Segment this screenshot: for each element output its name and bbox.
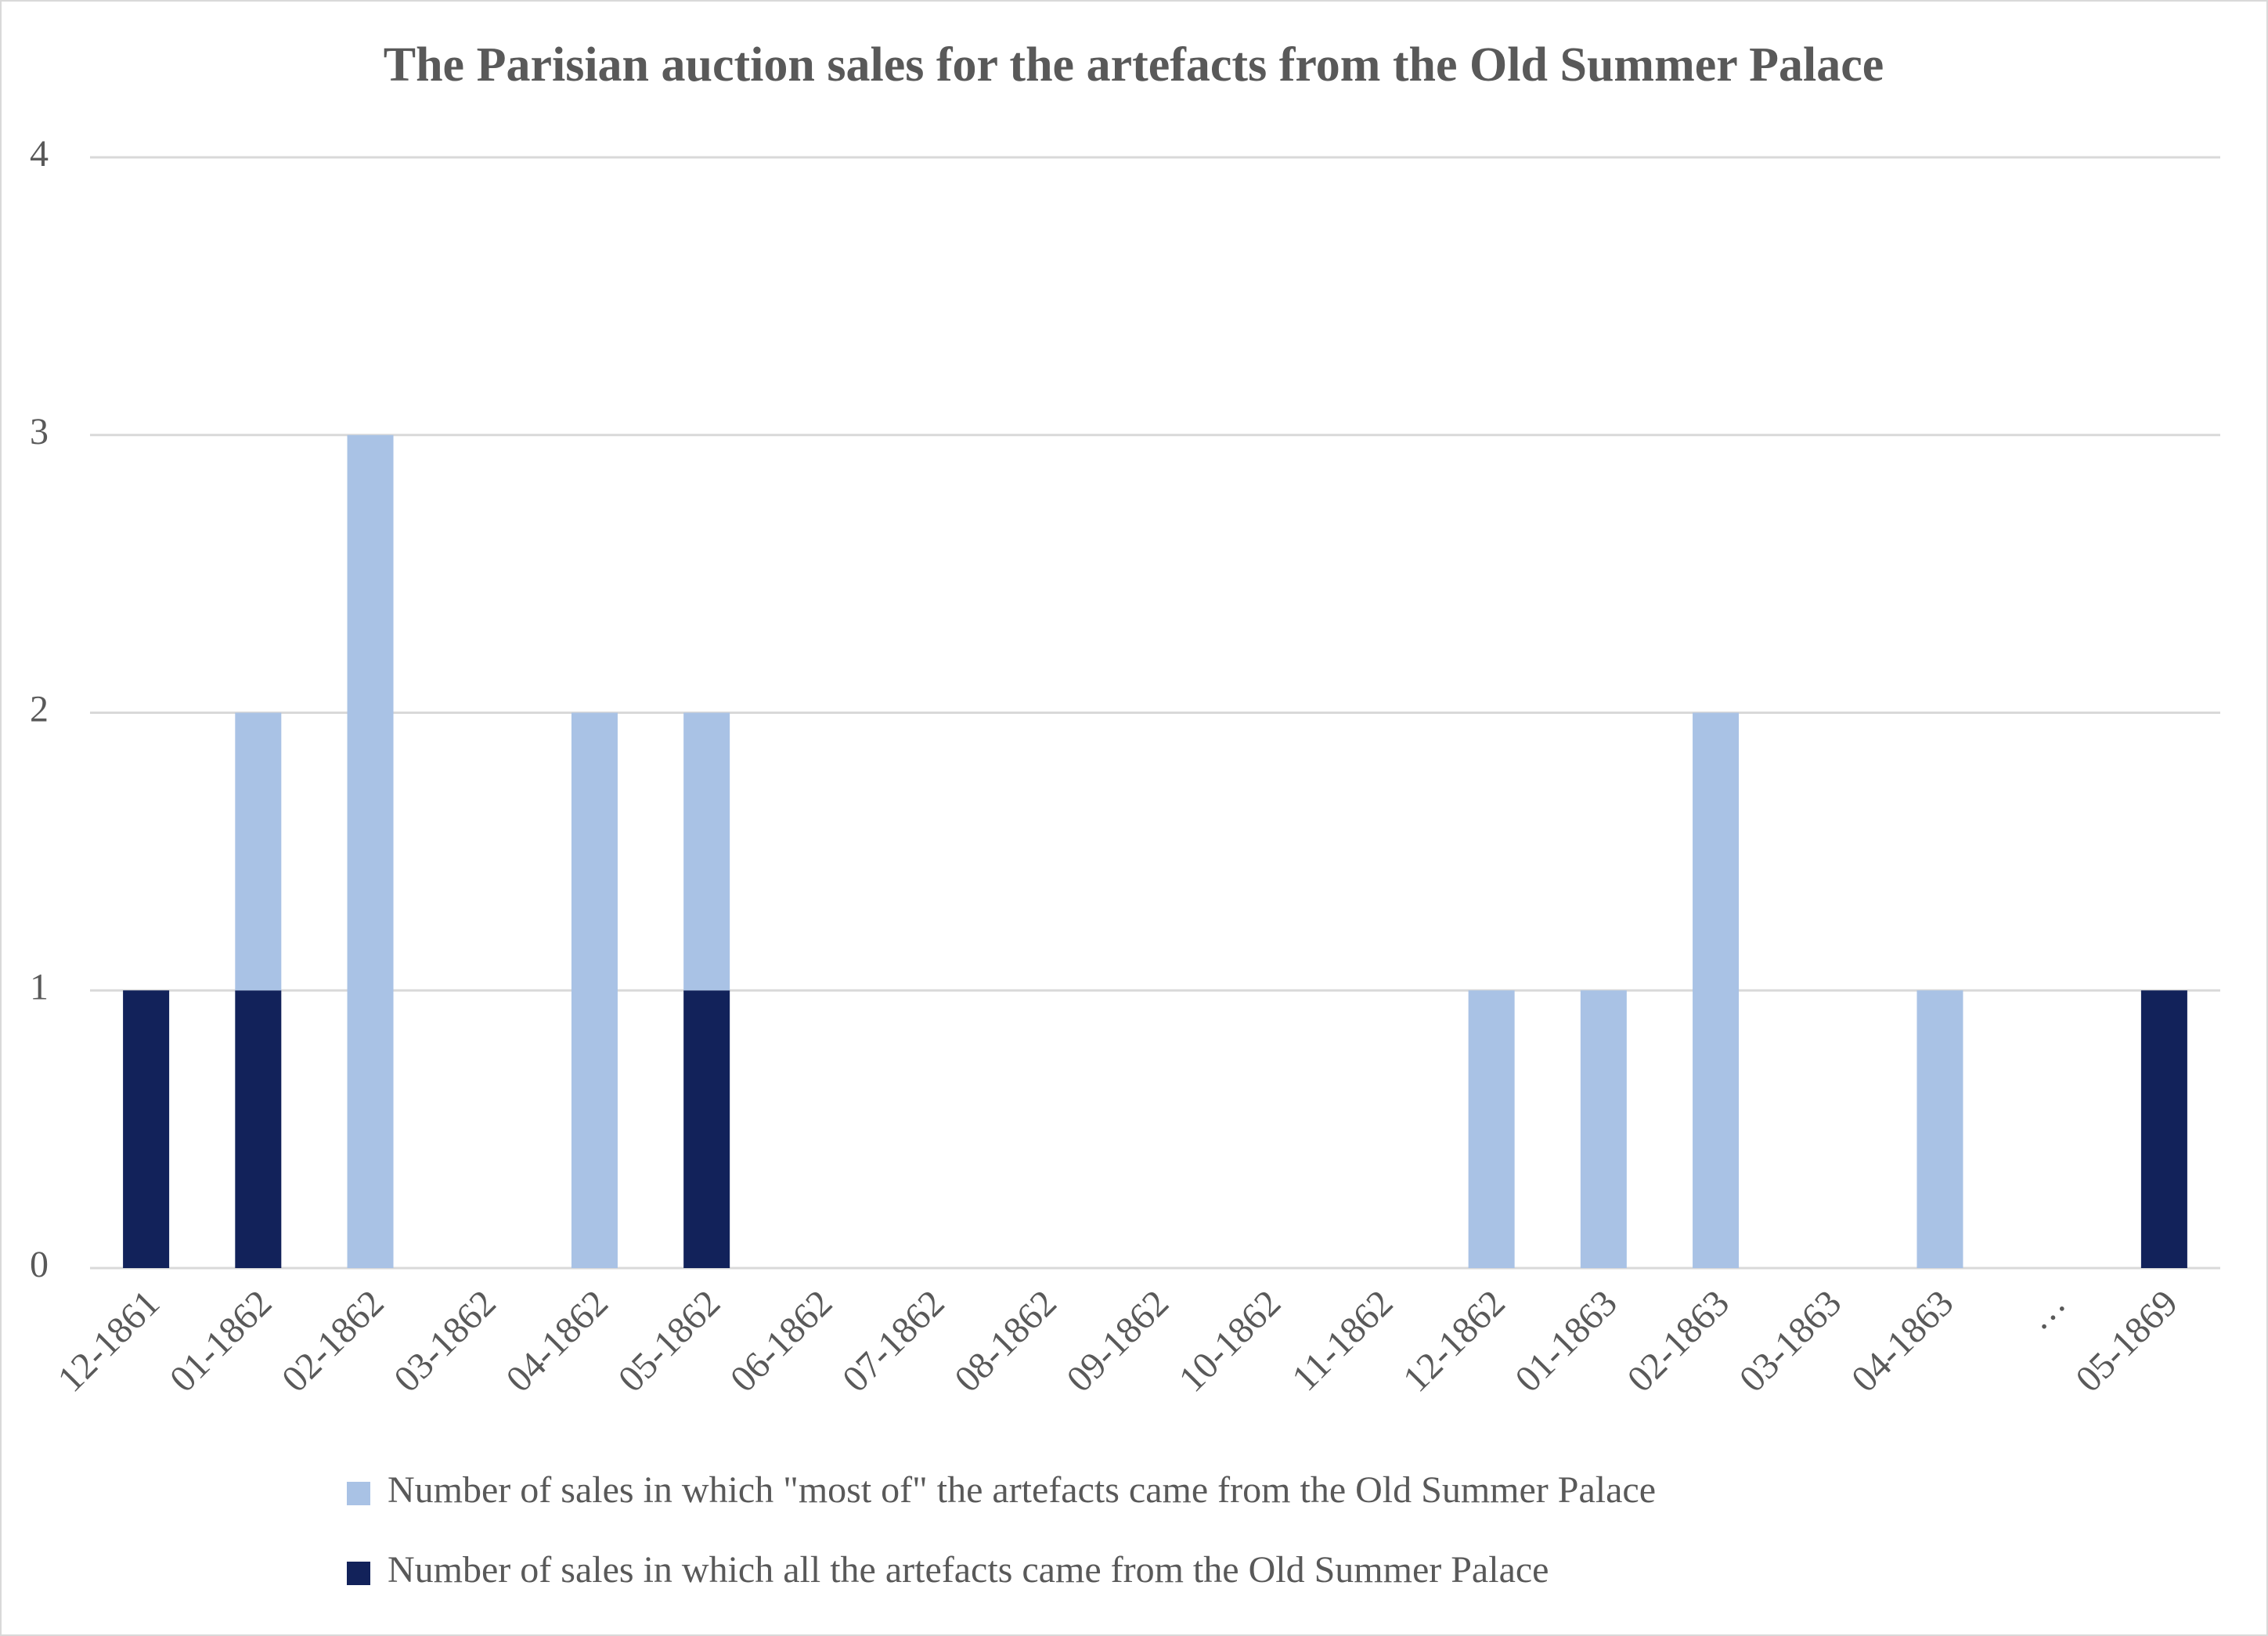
bar-segment: [347, 434, 394, 1268]
bar-segment: [2140, 990, 2187, 1268]
bar-segment: [571, 712, 618, 1268]
bar-segment: [1580, 990, 1627, 1268]
bar-segment: [235, 712, 282, 991]
y-tick-label: 0: [30, 1244, 49, 1285]
y-tick-label: 2: [30, 689, 49, 730]
legend-swatch: [347, 1562, 370, 1585]
bar-segment: [683, 712, 730, 991]
bar-segment: [235, 990, 282, 1268]
bar-segment: [123, 990, 170, 1268]
chart-title: The Parisian auction sales for the artef…: [384, 38, 1884, 92]
legend-swatch: [347, 1482, 370, 1505]
bar-segment: [1468, 990, 1515, 1268]
bar-segment: [1693, 712, 1740, 1268]
y-tick-label: 1: [30, 966, 49, 1007]
legend-label: Number of sales in which all the artefac…: [388, 1549, 1549, 1591]
legend-label: Number of sales in which "most of" the a…: [388, 1469, 1656, 1511]
bar-segment: [683, 990, 730, 1268]
y-tick-label: 3: [30, 411, 49, 452]
bar-segment: [1916, 990, 1963, 1268]
y-tick-label: 4: [30, 133, 49, 175]
